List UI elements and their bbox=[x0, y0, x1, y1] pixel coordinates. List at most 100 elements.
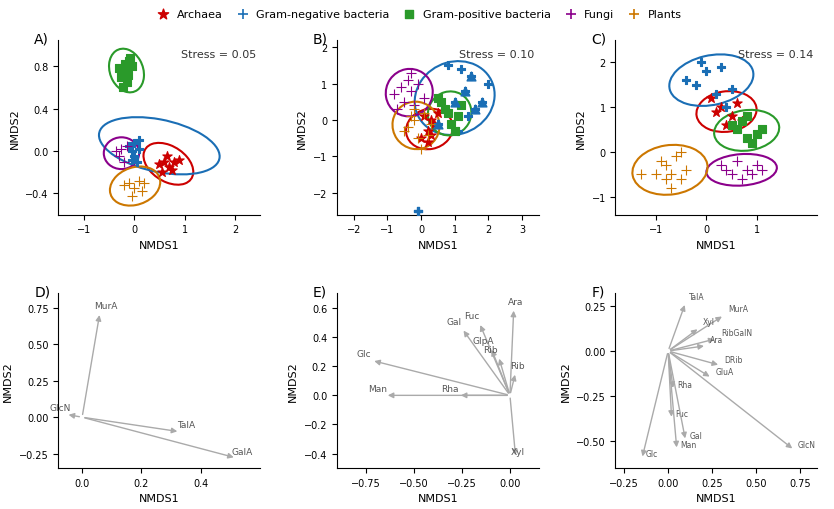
Point bbox=[675, 176, 688, 184]
Text: GalA: GalA bbox=[232, 447, 253, 456]
Point bbox=[690, 81, 703, 90]
Point bbox=[720, 122, 733, 130]
Point bbox=[725, 112, 738, 121]
Text: Gal: Gal bbox=[447, 317, 462, 326]
Point bbox=[735, 117, 748, 125]
Point bbox=[118, 68, 131, 76]
Point bbox=[113, 65, 126, 73]
Point bbox=[448, 128, 461, 136]
Point bbox=[116, 84, 129, 93]
Point bbox=[431, 95, 445, 103]
Point bbox=[670, 153, 683, 161]
Point bbox=[441, 62, 455, 70]
Text: C): C) bbox=[591, 32, 606, 46]
Point bbox=[468, 106, 481, 114]
Point bbox=[165, 167, 178, 175]
Point bbox=[398, 128, 411, 136]
Point bbox=[125, 192, 138, 200]
Point bbox=[153, 160, 166, 168]
Text: Ara: Ara bbox=[508, 297, 524, 306]
Text: Gal: Gal bbox=[689, 431, 702, 440]
Text: Rib: Rib bbox=[484, 345, 498, 354]
Point bbox=[654, 157, 667, 165]
Point bbox=[113, 153, 126, 161]
Text: Rib: Rib bbox=[510, 361, 525, 370]
Point bbox=[700, 68, 713, 76]
Point bbox=[411, 80, 425, 89]
Point bbox=[418, 109, 431, 118]
Text: GluA: GluA bbox=[716, 367, 734, 377]
Point bbox=[118, 158, 131, 166]
Point bbox=[125, 63, 138, 71]
Text: GlcN: GlcN bbox=[798, 440, 816, 449]
Point bbox=[730, 126, 743, 134]
Point bbox=[133, 146, 146, 154]
Text: GlcN: GlcN bbox=[49, 403, 71, 412]
Point bbox=[115, 146, 128, 154]
Point bbox=[398, 98, 411, 106]
Text: Stress = 0.14: Stress = 0.14 bbox=[738, 49, 813, 60]
Point bbox=[451, 128, 465, 136]
Point bbox=[448, 98, 461, 106]
Point bbox=[414, 135, 428, 143]
Point bbox=[659, 162, 672, 170]
Point bbox=[411, 208, 425, 216]
Point bbox=[705, 95, 718, 103]
Point bbox=[750, 162, 763, 170]
Point bbox=[404, 69, 418, 77]
Point bbox=[418, 95, 431, 103]
Point bbox=[408, 117, 421, 125]
Point bbox=[421, 131, 435, 139]
Y-axis label: NMDS2: NMDS2 bbox=[576, 107, 586, 148]
Point bbox=[451, 113, 465, 121]
Text: TalA: TalA bbox=[177, 420, 195, 430]
Point bbox=[414, 146, 428, 154]
Point bbox=[158, 158, 171, 166]
Point bbox=[475, 98, 488, 106]
Point bbox=[482, 80, 495, 89]
Point bbox=[408, 106, 421, 114]
Point bbox=[135, 188, 148, 196]
Point bbox=[425, 120, 438, 128]
Point bbox=[710, 108, 723, 117]
Point bbox=[404, 88, 418, 96]
Point bbox=[401, 124, 414, 132]
Text: F): F) bbox=[591, 285, 605, 299]
Point bbox=[725, 86, 738, 94]
Text: Glc: Glc bbox=[646, 449, 657, 458]
Text: Rha: Rha bbox=[677, 380, 692, 389]
Text: Ara: Ara bbox=[711, 335, 724, 344]
Point bbox=[123, 58, 136, 66]
Point bbox=[138, 180, 151, 188]
Point bbox=[740, 166, 753, 175]
Point bbox=[755, 126, 768, 134]
Point bbox=[441, 109, 455, 118]
Point bbox=[715, 104, 728, 112]
Y-axis label: NMDS2: NMDS2 bbox=[10, 107, 20, 148]
Y-axis label: NMDS2: NMDS2 bbox=[297, 107, 307, 148]
Point bbox=[421, 128, 435, 136]
Text: Glc: Glc bbox=[356, 349, 371, 358]
Point bbox=[634, 171, 647, 179]
Point bbox=[404, 113, 418, 121]
Point bbox=[431, 120, 445, 128]
Point bbox=[408, 102, 421, 110]
X-axis label: NMDS1: NMDS1 bbox=[696, 494, 736, 503]
Point bbox=[750, 131, 763, 139]
X-axis label: NMDS1: NMDS1 bbox=[139, 240, 179, 250]
Point bbox=[740, 112, 753, 121]
Point bbox=[465, 73, 478, 81]
Point bbox=[388, 91, 401, 99]
Point bbox=[725, 171, 738, 179]
Point bbox=[720, 166, 733, 175]
Point bbox=[425, 117, 438, 125]
Point bbox=[465, 73, 478, 81]
Point bbox=[128, 139, 141, 148]
Text: A): A) bbox=[34, 32, 49, 46]
Point bbox=[438, 106, 451, 114]
Point bbox=[128, 185, 141, 193]
Point bbox=[425, 26, 438, 34]
Point bbox=[730, 157, 743, 165]
X-axis label: NMDS1: NMDS1 bbox=[696, 240, 736, 250]
Point bbox=[125, 156, 138, 164]
